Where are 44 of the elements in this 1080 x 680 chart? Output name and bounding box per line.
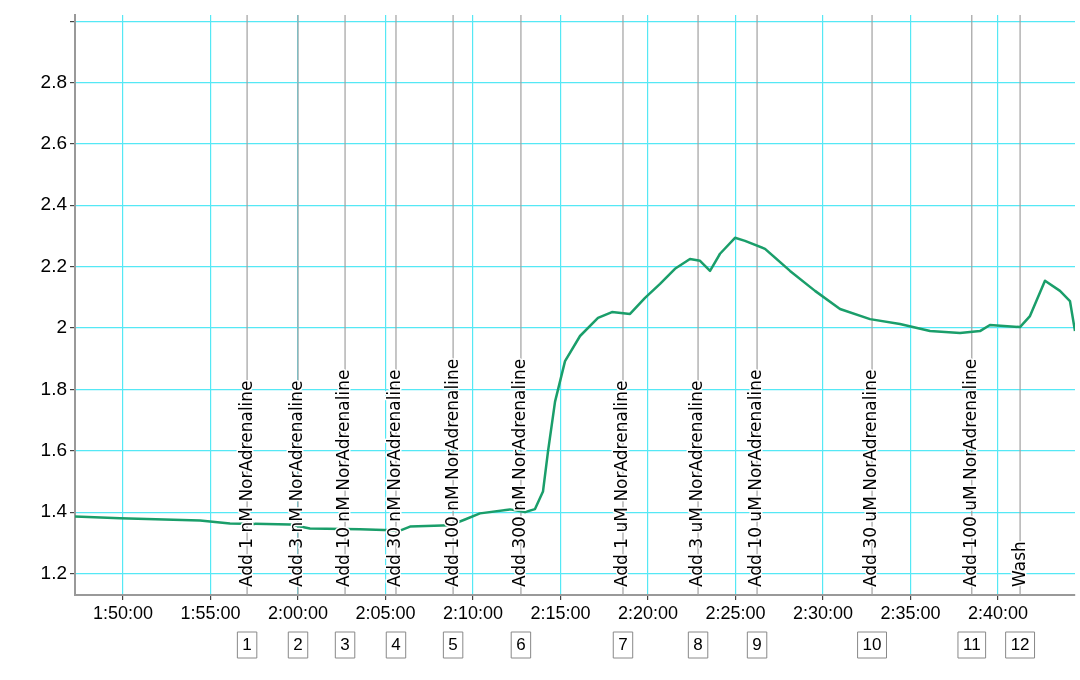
text: 4	[391, 634, 401, 654]
ref-line-label: Add 3 nM NorAdrenaline	[286, 380, 307, 587]
x-tick-label: 2:10:00	[442, 602, 504, 623]
y-tick-label: 1.2	[40, 561, 67, 583]
x-tick-label: 1:50:00	[92, 602, 154, 623]
ref-line-label: Add 10 nM NorAdrenaline	[333, 369, 354, 587]
y-tick-label: 2.6	[40, 132, 67, 154]
x-tick-label: 2:05:00	[355, 602, 416, 623]
text: 12	[1010, 634, 1030, 654]
x-tick-label: 2:40:00	[967, 602, 1029, 623]
text: 11	[962, 634, 981, 654]
y-tick-label: 2.2	[40, 254, 67, 276]
ref-line-label: Add 300 nM NorAdrenaline	[509, 358, 530, 587]
ref-line-label: Add 3 uM NorAdrenaline	[686, 380, 707, 587]
x-tick-label: 2:30:00	[792, 602, 854, 623]
ref-line-label: Add 100 uM NorAdrenaline	[960, 358, 981, 587]
y-tick-label: 2.4	[40, 193, 68, 215]
ref-line-label: Wash	[1008, 541, 1029, 587]
x-tick-label: 2:35:00	[880, 602, 941, 623]
x-tick-label: 1:55:00	[180, 602, 241, 623]
ref-line-label: Add 10 uM NorAdrenaline	[745, 369, 766, 587]
text: 2	[293, 634, 303, 654]
text: 5	[448, 634, 458, 654]
y-tick-label: 1.6	[40, 439, 67, 460]
y-tick-label: 1.8	[40, 377, 67, 399]
x-tick-label: 2:00:00	[267, 602, 329, 623]
text: 9	[752, 634, 762, 654]
ref-line-label: Add 1 nM NorAdrenaline	[235, 380, 256, 587]
ref-line-label: Add 30 uM NorAdrenaline	[860, 369, 881, 587]
text: 1	[242, 634, 252, 654]
y-tick-label: 2.8	[40, 70, 67, 92]
text: 10	[862, 634, 882, 654]
x-tick-label: 2:25:00	[705, 602, 766, 623]
y-tick-label: 2	[56, 316, 67, 338]
ref-line-label: Add 100 nM NorAdrenaline	[441, 358, 462, 587]
text: 7	[618, 634, 628, 654]
x-tick-label: 2:20:00	[617, 602, 679, 623]
text: 6	[516, 634, 526, 654]
x-tick-label: 2:15:00	[530, 602, 591, 623]
text: 3	[340, 634, 350, 654]
ref-line-label: Add 30 nM NorAdrenaline	[384, 369, 405, 587]
ref-line-label: Add 1 uM NorAdrenaline	[611, 380, 632, 587]
text: 8	[693, 634, 703, 654]
y-tick-label: 1.4	[40, 500, 68, 522]
